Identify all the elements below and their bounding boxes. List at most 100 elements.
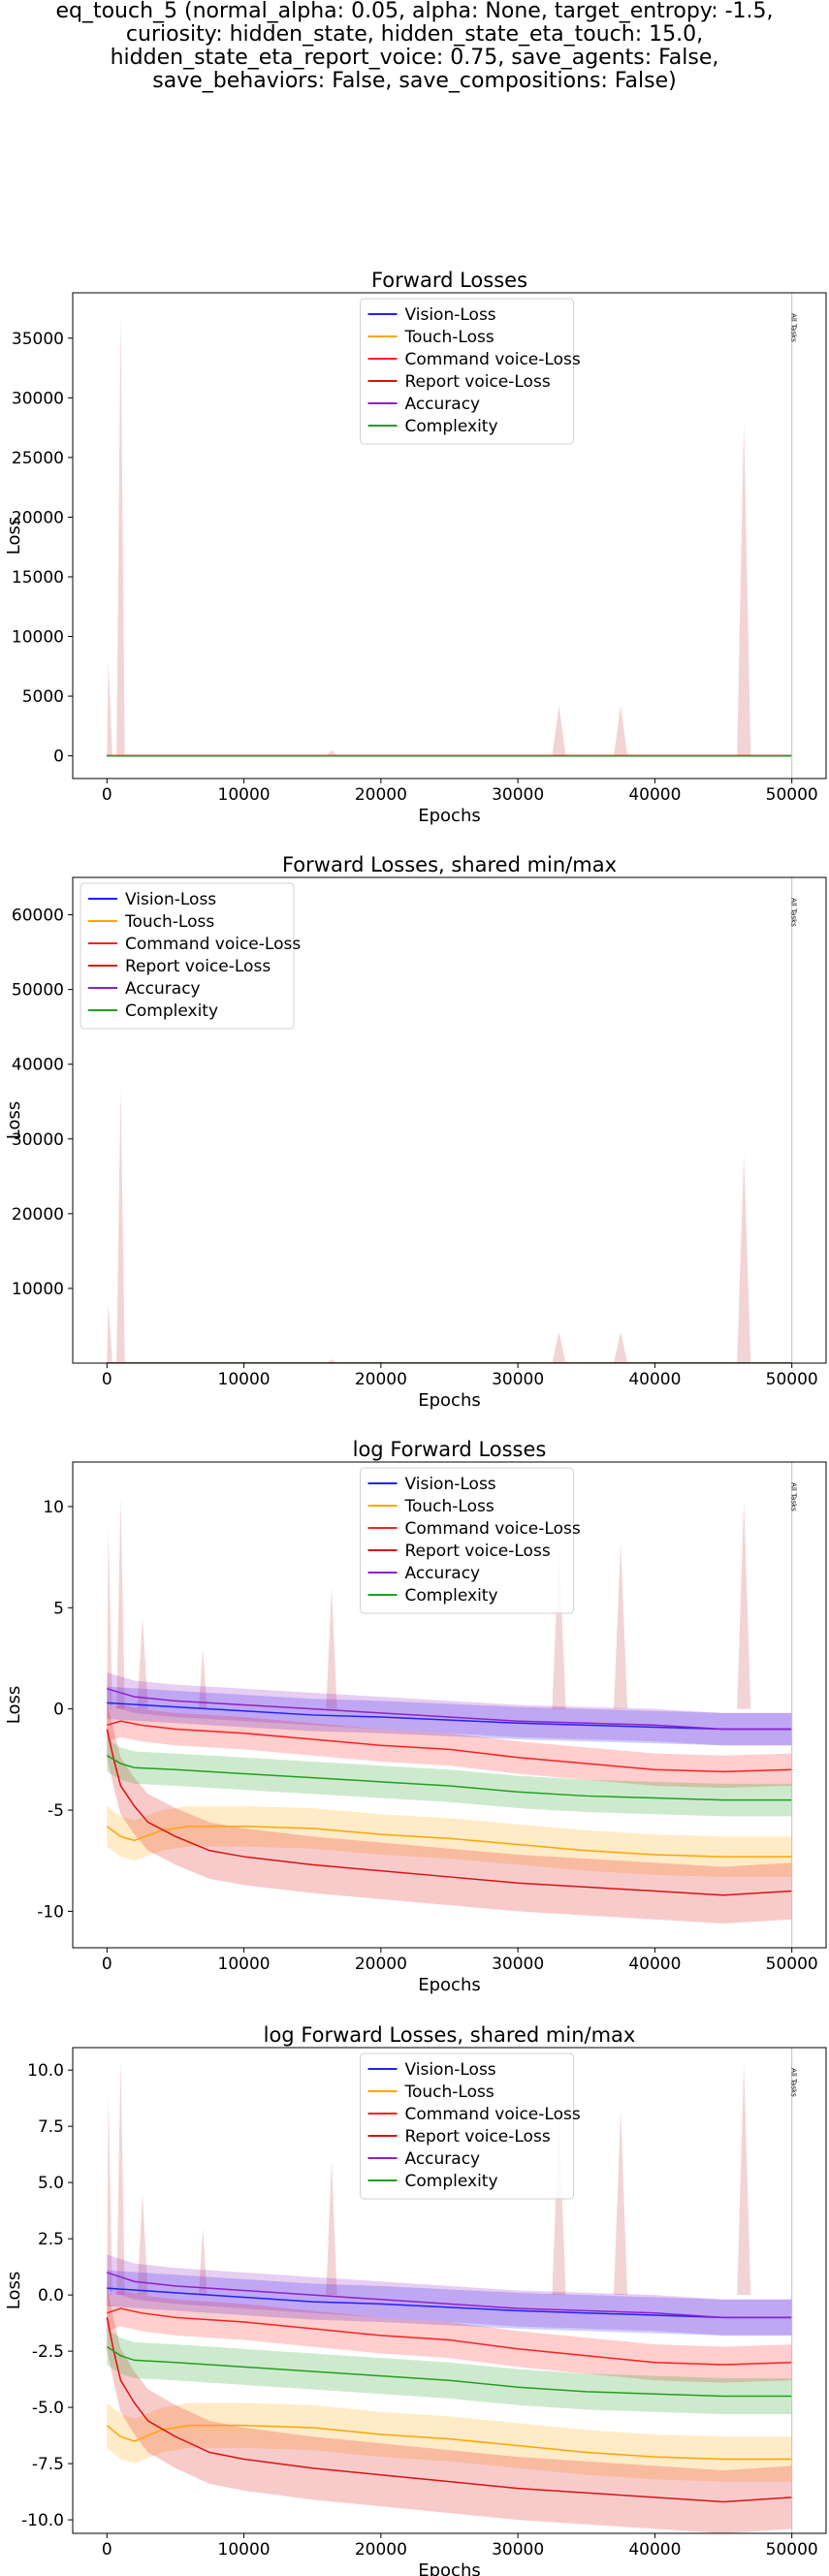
y-tick-label: -5.0: [32, 2399, 64, 2418]
plot-area: [106, 2058, 792, 2533]
series-line: [106, 1826, 792, 1858]
axes-frame: [72, 2047, 827, 2534]
spike-band: [107, 1496, 751, 1709]
y-tick-label: 25000: [12, 449, 64, 468]
x-tick-label: 0: [102, 785, 112, 805]
legend-label: Vision-Loss: [405, 2060, 496, 2080]
task-marker-label: All Tasks: [790, 2068, 798, 2097]
legend-label: Command voice-Loss: [405, 1519, 581, 1539]
series-line: [106, 2424, 792, 2461]
y-axis-label: Loss: [4, 517, 24, 555]
task-marker-label: All Tasks: [790, 1482, 798, 1511]
y-tick-label: 30000: [12, 389, 64, 408]
legend-label: Accuracy: [125, 979, 201, 999]
axes-frame: [72, 1461, 827, 1949]
spike-band: [107, 2058, 751, 2296]
legend-label: Complexity: [405, 2172, 498, 2191]
figure-title-line: eq_touch_5 (normal_alpha: 0.05, alpha: N…: [55, 0, 774, 23]
legend-label: Touch-Loss: [404, 328, 494, 347]
series-line: [107, 2287, 792, 2319]
legend-label: Report voice-Loss: [405, 2127, 551, 2147]
series-line: [107, 1688, 792, 1731]
x-tick-label: 50000: [766, 785, 818, 805]
legend-label: Vision-Loss: [405, 1475, 496, 1494]
chart-title: log Forward Losses, shared min/max: [264, 2023, 636, 2047]
y-tick-label: 0: [53, 1701, 64, 1720]
y-tick-label: -2.5: [32, 2342, 64, 2362]
plot-area: [106, 1496, 792, 1924]
legend-label: Vision-Loss: [405, 305, 496, 325]
series-band: [107, 2254, 792, 2336]
y-tick-label: 0: [53, 747, 64, 767]
series-line: [106, 1755, 792, 1801]
task-marker-label: All Tasks: [790, 313, 798, 342]
legend-label: Report voice-Loss: [405, 372, 551, 392]
x-tick-label: 40000: [628, 785, 681, 805]
legend-label: Command voice-Loss: [405, 2105, 581, 2124]
y-tick-label: 5.0: [38, 2174, 64, 2193]
x-axis-label: Epochs: [418, 2560, 481, 2576]
y-tick-label: 10: [43, 1498, 64, 1517]
log-forward-losses-chart: All Tasks 0 10000 20000 30000 40000 50000 -10 -5…: [4, 1438, 827, 1995]
legend-label: Complexity: [125, 1002, 218, 1021]
legend-label: Command voice-Loss: [125, 935, 301, 954]
axes-frame: [72, 292, 827, 779]
chart-title: log Forward Losses: [353, 1438, 547, 1461]
y-axis-label: Loss: [4, 1101, 24, 1139]
log-forward-losses-shared-chart: All Tasks 0 10000 20000 30000 40000 50000 -10.0…: [4, 2023, 827, 2576]
y-tick-label: 10000: [12, 628, 64, 648]
legend-box: [360, 298, 574, 445]
x-axis-label: Epochs: [418, 806, 481, 826]
x-tick-label: 30000: [492, 2540, 544, 2560]
legend-label: Report voice-Loss: [405, 1542, 551, 1561]
y-axis-label: Loss: [4, 1686, 24, 1724]
x-tick-label: 20000: [355, 1955, 407, 1974]
legend-box: [360, 2052, 574, 2200]
figure-title-line: curiosity: hidden_state, hidden_state_et…: [125, 22, 704, 47]
series-band: [107, 1672, 792, 1746]
forward-losses-chart: All Tasks 0 10000 20000 30000 40000 50000 0 5000…: [4, 269, 827, 826]
y-tick-label: 35000: [12, 330, 64, 349]
series-band: [107, 1686, 792, 1746]
series-band: [107, 2285, 792, 2533]
legend-label: Accuracy: [405, 395, 481, 414]
x-tick-label: 40000: [628, 1955, 681, 1974]
y-tick-label: 5: [53, 1599, 64, 1618]
x-tick-label: 0: [102, 2540, 112, 2560]
y-tick-label: 30000: [12, 1130, 64, 1150]
x-tick-label: 20000: [355, 785, 407, 805]
legend: Vision-Loss Touch-Loss Command voice-Loss R…: [360, 1467, 581, 1614]
x-axis-label: Epochs: [418, 1975, 481, 1995]
y-tick-label: 20000: [12, 508, 64, 527]
series-band: [107, 1805, 792, 1877]
x-tick-label: 0: [102, 1370, 112, 1389]
x-tick-label: 10000: [218, 785, 271, 805]
y-tick-label: 60000: [12, 906, 64, 926]
figure-title: eq_touch_5 (normal_alpha: 0.05, alpha: N…: [0, 0, 829, 93]
x-tick-label: 50000: [766, 1370, 818, 1389]
x-tick-label: 20000: [355, 1370, 407, 1389]
axes-frame: [72, 876, 827, 1364]
x-tick-label: 10000: [218, 2540, 271, 2560]
task-marker-label: All Tasks: [790, 898, 798, 927]
plot-area: [107, 314, 792, 757]
plot-area: [107, 1086, 792, 1363]
legend-label: Report voice-Loss: [125, 957, 271, 976]
y-tick-label: 15000: [12, 568, 64, 588]
series-band: [107, 2270, 792, 2336]
x-tick-label: 0: [102, 1955, 112, 1974]
spike-band: [107, 1086, 751, 1363]
legend-label: Touch-Loss: [404, 1497, 494, 1516]
series-line: [106, 2345, 792, 2398]
y-tick-label: 50000: [12, 981, 64, 1001]
figure-title-line: save_behaviors: False, save_compositions…: [152, 69, 677, 93]
legend-label: Vision-Loss: [125, 890, 216, 909]
series-line: [107, 1701, 792, 1731]
x-tick-label: 50000: [766, 1955, 818, 1974]
legend: Vision-Loss Touch-Loss Command voice-Loss R…: [360, 2052, 581, 2200]
legend-label: Complexity: [405, 1586, 498, 1606]
chart-title: Forward Losses: [371, 269, 527, 292]
x-tick-label: 10000: [218, 1370, 271, 1389]
y-tick-label: 0.0: [38, 2286, 64, 2306]
legend-label: Complexity: [405, 417, 498, 436]
